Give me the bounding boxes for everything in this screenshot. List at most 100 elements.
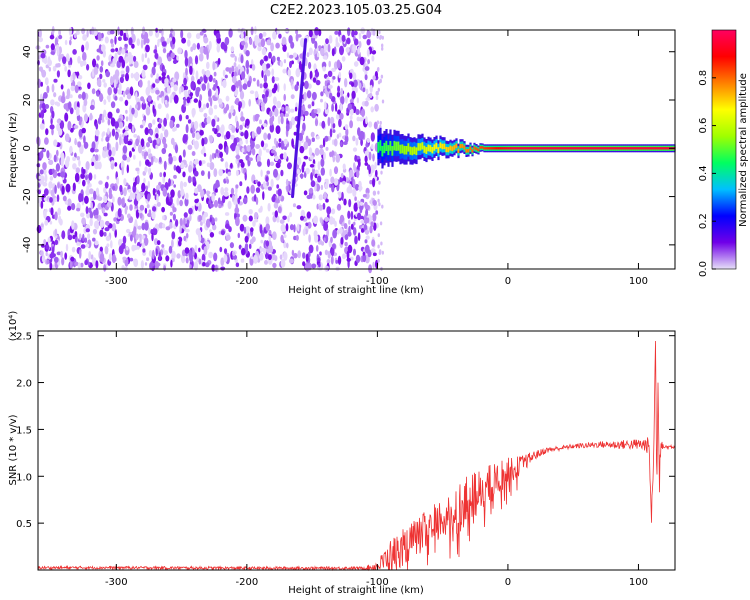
noise-blob	[161, 126, 165, 132]
noise-blob	[179, 180, 184, 191]
noise-blob	[179, 218, 183, 226]
noise-blob	[155, 144, 159, 149]
noise-blob	[176, 123, 180, 128]
signal-band-core	[555, 147, 558, 150]
noise-blob	[337, 85, 341, 93]
noise-blob	[208, 74, 213, 83]
signal-band-core	[427, 144, 430, 152]
signal-band-core	[513, 147, 516, 150]
noise-blob	[94, 148, 99, 153]
noise-blob	[248, 98, 251, 107]
noise-blob	[176, 253, 181, 259]
noise-blob	[107, 127, 110, 135]
noise-blob	[101, 137, 104, 142]
noise-blob	[172, 30, 176, 38]
noise-blob	[356, 97, 360, 104]
signal-band-core	[653, 147, 656, 150]
snr-x-label: Height of straight line (km)	[288, 585, 424, 596]
noise-blob	[247, 80, 251, 88]
noise-blob	[312, 77, 317, 83]
noise-blob	[88, 183, 92, 188]
noise-blob	[80, 244, 86, 249]
noise-blob	[70, 127, 74, 133]
noise-blob	[144, 192, 147, 196]
noise-blob	[147, 148, 151, 155]
x-tick-label: -300	[105, 276, 128, 287]
noise-blob	[129, 257, 134, 262]
y-tick-label: 1.5	[16, 425, 32, 436]
noise-blob	[161, 223, 166, 229]
noise-blob	[349, 108, 354, 116]
noise-blob	[281, 106, 285, 112]
noise-blob	[147, 84, 152, 91]
noise-blob	[190, 46, 194, 52]
noise-blob	[245, 50, 250, 57]
noise-blob	[208, 199, 212, 205]
signal-band-core	[497, 147, 500, 150]
noise-blob	[64, 252, 68, 260]
noise-blob	[113, 79, 117, 89]
noise-blob	[39, 169, 44, 175]
noise-blob	[244, 35, 249, 41]
noise-blob	[244, 130, 249, 140]
noise-blob	[76, 81, 82, 87]
noise-blob	[45, 128, 49, 136]
noise-blob	[235, 169, 239, 177]
noise-blob	[47, 59, 52, 67]
noise-blob	[93, 190, 97, 200]
noise-blob	[99, 253, 103, 263]
noise-blob	[179, 199, 184, 207]
noise-blob	[369, 92, 373, 99]
noise-blob	[317, 175, 322, 183]
noise-blob	[289, 108, 295, 113]
signal-band-core	[609, 147, 612, 150]
noise-blob	[69, 39, 72, 46]
noise-blob	[145, 106, 151, 116]
noise-blob	[335, 37, 339, 45]
noise-blob	[48, 66, 51, 72]
noise-blob	[213, 71, 217, 77]
noise-blob	[278, 138, 282, 143]
noise-blob	[326, 259, 331, 264]
noise-blob	[199, 46, 205, 54]
noise-blob	[116, 108, 120, 114]
signal-band-core	[559, 147, 562, 150]
noise-blob	[119, 136, 122, 146]
noise-blob	[151, 66, 156, 76]
noise-blob	[56, 251, 62, 256]
noise-blob	[269, 124, 275, 133]
noise-blob	[274, 155, 279, 162]
noise-blob	[82, 34, 87, 41]
signal-band-core	[385, 140, 388, 151]
spectrogram-noise-layer	[35, 26, 385, 274]
noise-blob	[161, 96, 164, 104]
noise-blob	[364, 201, 368, 209]
noise-blob	[218, 98, 223, 105]
noise-blob	[279, 112, 284, 118]
noise-blob	[367, 164, 371, 171]
noise-blob	[214, 217, 218, 222]
noise-blob	[41, 69, 47, 78]
noise-blob	[364, 155, 368, 163]
noise-blob	[204, 262, 210, 268]
noise-blob	[331, 103, 334, 112]
spectrogram-streak	[291, 38, 308, 199]
noise-blob	[354, 87, 358, 93]
noise-blob	[261, 94, 265, 99]
noise-blob	[151, 249, 155, 260]
signal-band-core	[463, 145, 466, 150]
noise-blob	[218, 168, 223, 177]
noise-blob	[291, 84, 295, 90]
noise-blob	[195, 87, 200, 98]
signal-band-core	[663, 147, 666, 150]
x-tick-label: 0	[505, 577, 511, 588]
noise-blob	[381, 250, 384, 255]
noise-blob	[82, 179, 86, 187]
noise-blob	[224, 187, 229, 192]
noise-blob	[306, 90, 312, 99]
noise-blob	[148, 167, 151, 176]
noise-blob	[45, 244, 50, 250]
signal-band-core	[631, 147, 634, 150]
noise-blob	[180, 29, 184, 39]
noise-blob	[150, 156, 154, 166]
